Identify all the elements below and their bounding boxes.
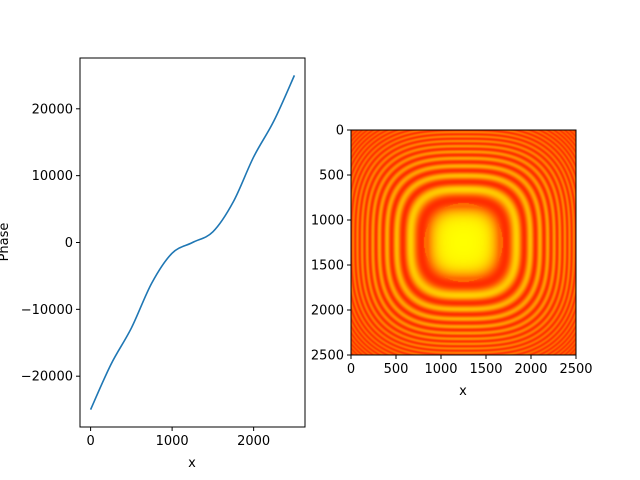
x-tick-label: 1000 (424, 362, 457, 377)
x-tick-label: 0 (347, 362, 355, 377)
x-tick-label: 1000 (156, 434, 189, 449)
line-chart-x-ticks: 0 1000 2000 (86, 427, 270, 449)
fringe-heatmap: 0 500 1000 1500 2000 2500 0 500 1000 1500 2000 250… (311, 124, 593, 400)
y-tick-label: 500 (319, 169, 344, 184)
x-tick-label: 2000 (237, 434, 270, 449)
phase-series-line (89, 75, 296, 410)
line-chart-x-label: x (188, 456, 196, 471)
phase-line-chart: 0 1000 2000 −20000 −10000 0 10000 20000 x Phas… (0, 57, 306, 471)
y-tick-label: −10000 (21, 303, 73, 318)
y-tick-label: 1000 (311, 214, 344, 229)
y-tick-label: 2500 (311, 349, 344, 364)
heatmap-image-container (351, 130, 576, 355)
y-tick-label: −20000 (21, 370, 73, 385)
x-tick-label: 2000 (514, 362, 547, 377)
heatmap-x-ticks: 0 500 1000 1500 2000 2500 (347, 355, 593, 377)
y-tick-label: 1500 (311, 259, 344, 274)
y-tick-label: 2000 (311, 304, 344, 319)
y-tick-label: 10000 (32, 169, 73, 184)
line-layer (89, 75, 296, 410)
heatmap-x-label: x (459, 384, 467, 399)
x-tick-label: 0 (86, 434, 94, 449)
y-tick-label: 0 (336, 124, 344, 139)
heatmap-image (351, 130, 576, 355)
line-chart-y-label: Phase (0, 223, 12, 262)
line-chart-y-ticks: −20000 −10000 0 10000 20000 (21, 102, 80, 385)
y-tick-label: 20000 (32, 102, 73, 117)
y-tick-label: 0 (65, 236, 73, 251)
x-tick-label: 500 (384, 362, 409, 377)
heatmap-frame (350, 129, 577, 356)
heatmap-y-ticks: 0 500 1000 1500 2000 2500 (311, 124, 351, 364)
x-tick-label: 1500 (469, 362, 502, 377)
x-tick-label: 2500 (559, 362, 592, 377)
